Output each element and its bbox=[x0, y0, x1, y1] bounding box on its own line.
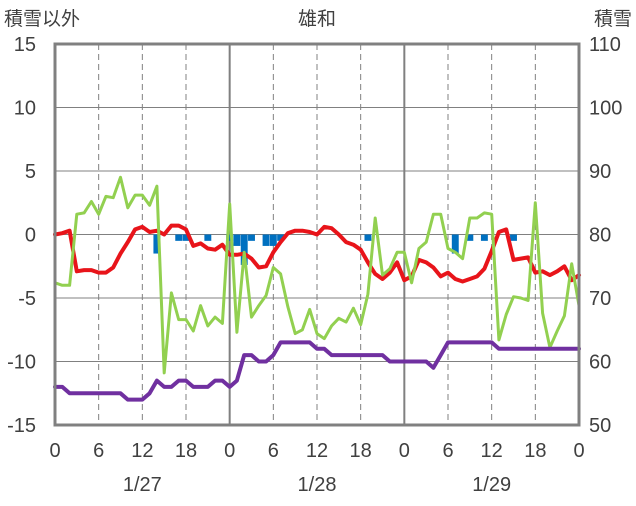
y-right-tick-label: 90 bbox=[589, 161, 611, 183]
y-left-tick-label: 0 bbox=[25, 225, 36, 247]
precip-bar bbox=[480, 234, 488, 241]
precip-bars bbox=[153, 234, 517, 265]
precip-bar bbox=[269, 234, 277, 246]
x-tick-label: 0 bbox=[573, 440, 584, 462]
precip-bar bbox=[248, 234, 255, 241]
precip-bar bbox=[364, 234, 372, 241]
x-tick-label: 12 bbox=[131, 440, 153, 462]
x-tick-label: 0 bbox=[399, 440, 410, 462]
precip-bar bbox=[240, 234, 248, 265]
y-right-tick-label: 50 bbox=[589, 415, 611, 437]
temperature-line bbox=[53, 223, 581, 284]
precip-bar bbox=[175, 234, 183, 241]
y-left-tick-label: -15 bbox=[7, 415, 36, 437]
precip-bar bbox=[262, 234, 270, 246]
x-tick-label: 12 bbox=[306, 440, 328, 462]
x-tick-label: 18 bbox=[524, 440, 546, 462]
x-tick-label: 0 bbox=[49, 440, 60, 462]
wind-line bbox=[53, 175, 581, 375]
date-label: 1/28 bbox=[298, 474, 337, 496]
series-lines bbox=[53, 175, 581, 402]
y-left-tick-label: 5 bbox=[25, 161, 36, 183]
chart-title: 雄和 bbox=[298, 8, 336, 30]
y-right-tick-label: 110 bbox=[589, 34, 621, 56]
x-tick-label: 6 bbox=[93, 440, 104, 462]
x-tick-label: 18 bbox=[350, 440, 372, 462]
date-labels: 1/27 1/28 1/29 bbox=[123, 474, 511, 496]
precip-bar bbox=[204, 234, 212, 241]
x-tick-labels: 0 6 12 18 0 6 12 18 0 6 12 18 0 bbox=[49, 440, 584, 462]
x-tick-label: 6 bbox=[442, 440, 453, 462]
y-right-tick-label: 70 bbox=[589, 288, 611, 310]
y-right-tick-label: 60 bbox=[589, 352, 611, 374]
y-right-tick-labels: 110 100 90 80 70 60 50 bbox=[589, 34, 622, 437]
precip-bar bbox=[182, 234, 190, 241]
x-tick-label: 18 bbox=[175, 440, 197, 462]
y-left-tick-label: -10 bbox=[7, 352, 36, 374]
date-label: 1/29 bbox=[472, 474, 511, 496]
snow_depth-line bbox=[53, 340, 581, 402]
precip-bar bbox=[466, 234, 474, 241]
precip-bar bbox=[451, 234, 459, 254]
y-left-tick-label: 10 bbox=[14, 98, 36, 120]
y-left-axis-title: 積雪以外 bbox=[4, 8, 80, 30]
x-tick-label: 6 bbox=[268, 440, 279, 462]
y-right-tick-label: 80 bbox=[589, 225, 611, 247]
precip-bar bbox=[277, 234, 285, 241]
grid-layer bbox=[55, 44, 579, 425]
y-left-tick-labels: 15 10 5 0 -5 -10 -15 bbox=[7, 34, 36, 437]
y-right-tick-label: 100 bbox=[589, 98, 622, 120]
y-left-tick-label: 15 bbox=[14, 34, 36, 56]
y-right-axis-title: 積雪 bbox=[594, 8, 632, 30]
date-label: 1/27 bbox=[123, 474, 162, 496]
precip-bar bbox=[153, 234, 161, 254]
precip-bar bbox=[510, 234, 517, 241]
x-tick-label: 12 bbox=[481, 440, 503, 462]
x-tick-label: 0 bbox=[224, 440, 235, 462]
precip-bar bbox=[226, 234, 234, 241]
precip-bar bbox=[233, 234, 241, 246]
y-left-tick-label: -5 bbox=[18, 288, 36, 310]
plot-frame bbox=[53, 42, 581, 427]
